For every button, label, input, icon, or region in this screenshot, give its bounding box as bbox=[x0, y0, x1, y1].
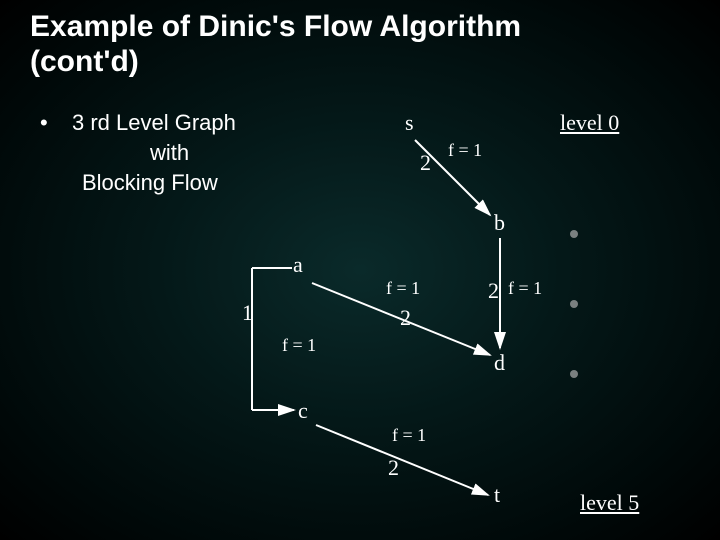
graph-svg bbox=[0, 0, 720, 540]
edge-ct-arrow bbox=[316, 425, 488, 495]
edge-sb-arrow bbox=[415, 140, 490, 215]
edge-ad-arrow bbox=[312, 283, 490, 355]
